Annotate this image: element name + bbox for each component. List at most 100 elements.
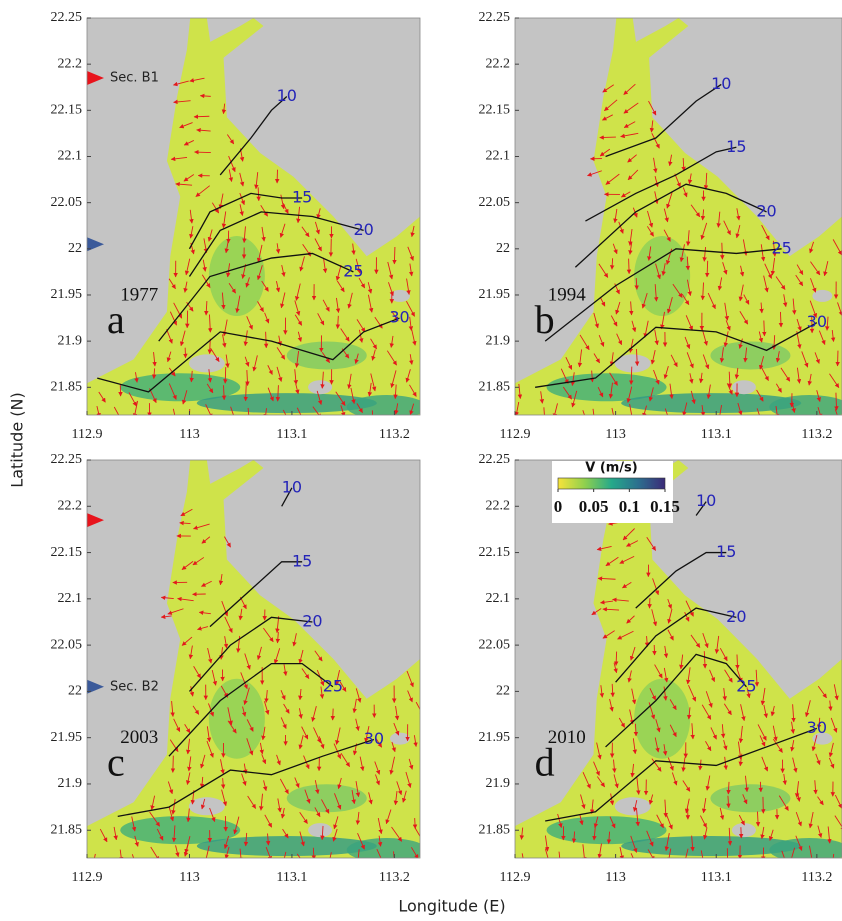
- y-tick-label: 22.15: [479, 545, 511, 560]
- velocity-arrow: [700, 209, 706, 221]
- contour-label: 10: [696, 491, 716, 510]
- velocity-arrow: [667, 598, 672, 610]
- depth-contour: [605, 83, 722, 158]
- velocity-arrow: [329, 852, 332, 858]
- velocity-arrow: [596, 776, 605, 788]
- velocity-arrow: [654, 175, 659, 188]
- velocity-arrow: [817, 685, 827, 699]
- speed-patch: [710, 784, 791, 813]
- velocity-arrow: [647, 210, 654, 228]
- velocity-arrow: [565, 356, 573, 370]
- velocity-arrow: [628, 338, 634, 353]
- velocity-arrow: [352, 698, 357, 714]
- velocity-arrow: [667, 608, 673, 624]
- velocity-arrow: [582, 410, 585, 415]
- velocity-arrow: [206, 740, 214, 758]
- contour-label: 20: [353, 220, 373, 239]
- velocity-arrow: [223, 835, 229, 850]
- velocity-arrow: [185, 738, 191, 755]
- panel-frame: [514, 17, 842, 416]
- velocity-arrow: [368, 792, 373, 805]
- velocity-arrow: [558, 851, 561, 858]
- velocity-arrow: [744, 775, 749, 793]
- velocity-arrow: [238, 608, 243, 621]
- velocity-arrow: [823, 260, 829, 277]
- velocity-arrow: [359, 756, 365, 772]
- velocity-arrow: [687, 279, 692, 297]
- velocity-arrow: [166, 351, 172, 363]
- velocity-arrow: [830, 330, 836, 343]
- velocity-arrow: [717, 277, 723, 291]
- velocity-arrow: [669, 724, 677, 738]
- island: [614, 354, 651, 373]
- velocity-arrow: [774, 405, 780, 415]
- velocity-arrow: [663, 208, 669, 223]
- velocity-arrow: [682, 187, 688, 198]
- velocity-arrow: [189, 77, 205, 83]
- colorbar: [557, 477, 666, 490]
- velocity-arrow: [655, 263, 661, 280]
- water: [515, 460, 842, 858]
- velocity-arrow: [663, 686, 668, 701]
- velocity-arrow: [618, 221, 624, 234]
- velocity-arrow: [335, 391, 346, 406]
- velocity-arrow: [408, 316, 414, 331]
- contour-label: 10: [282, 477, 302, 496]
- velocity-arrow: [243, 687, 250, 706]
- velocity-arrow: [357, 832, 365, 850]
- water: [87, 18, 420, 415]
- section-label: Sec. B2: [110, 679, 159, 694]
- velocity-arrow: [311, 706, 317, 722]
- velocity-arrow: [710, 727, 717, 740]
- velocity-arrow: [571, 831, 577, 844]
- velocity-arrow: [295, 383, 300, 395]
- velocity-arrow: [626, 615, 635, 624]
- x-axis-label: Longitude (E): [398, 897, 505, 916]
- velocity-arrow: [699, 815, 707, 828]
- velocity-arrow: [543, 407, 545, 415]
- x-tick-label: 113.2: [801, 427, 832, 442]
- velocity-arrow: [128, 392, 137, 407]
- velocity-arrow: [593, 353, 600, 364]
- y-tick-label: 22.1: [58, 591, 83, 606]
- water: [515, 18, 842, 415]
- velocity-arrow: [211, 202, 220, 214]
- velocity-arrow: [179, 520, 191, 526]
- velocity-arrow: [739, 265, 745, 277]
- velocity-arrow: [207, 314, 213, 333]
- velocity-arrow: [370, 373, 377, 392]
- y-tick-label: 21.9: [58, 333, 83, 348]
- velocity-arrow: [701, 797, 707, 814]
- velocity-arrow: [579, 334, 590, 351]
- velocity-arrow: [221, 385, 227, 401]
- velocity-arrow: [183, 140, 195, 146]
- velocity-arrow: [224, 536, 231, 548]
- contour-label: 30: [364, 729, 384, 748]
- velocity-arrow: [406, 670, 414, 688]
- y-tick-label: 21.85: [51, 822, 83, 837]
- velocity-arrow: [781, 850, 785, 858]
- velocity-arrow: [201, 580, 212, 587]
- velocity-arrow: [681, 293, 690, 306]
- velocity-arrow: [301, 226, 310, 238]
- velocity-arrow: [813, 780, 818, 795]
- velocity-arrow: [218, 193, 224, 210]
- velocity-arrow: [294, 300, 301, 316]
- x-tick-label: 113: [179, 427, 199, 442]
- velocity-arrow: [598, 334, 605, 347]
- velocity-arrow: [264, 312, 270, 324]
- velocity-arrow: [517, 383, 523, 400]
- y-tick-label: 22.1: [58, 149, 83, 164]
- velocity-arrow: [709, 669, 716, 683]
- velocity-arrow: [377, 817, 383, 835]
- velocity-arrow: [334, 670, 340, 686]
- velocity-arrow: [600, 600, 614, 605]
- contour-label: 25: [736, 676, 756, 695]
- velocity-arrow: [228, 169, 234, 183]
- speed-patch: [634, 236, 691, 317]
- velocity-arrow: [544, 835, 550, 852]
- velocity-arrow: [633, 723, 639, 737]
- velocity-arrow: [580, 794, 586, 810]
- velocity-arrow: [756, 408, 762, 415]
